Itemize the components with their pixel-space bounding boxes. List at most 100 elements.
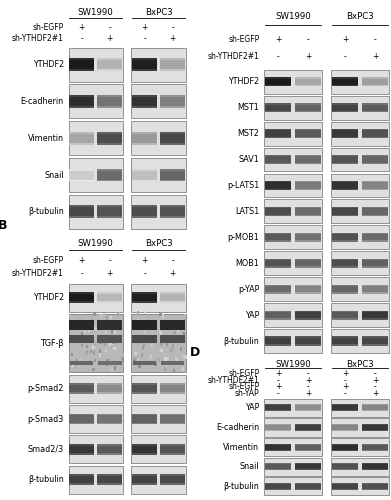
Bar [132, 69, 157, 71]
Bar [332, 424, 358, 431]
Bar [132, 95, 157, 97]
Bar [332, 207, 358, 216]
Bar [132, 335, 157, 343]
Bar [97, 95, 122, 97]
Bar [132, 320, 157, 330]
Bar [332, 336, 358, 338]
Bar [69, 168, 94, 170]
Bar [109, 342, 111, 346]
Bar [107, 364, 109, 368]
Text: sh-EGFP: sh-EGFP [228, 36, 259, 44]
Bar [163, 336, 165, 340]
Bar [151, 344, 152, 348]
Bar [295, 233, 321, 242]
Bar [69, 216, 94, 218]
Bar [295, 344, 321, 346]
Bar [160, 142, 185, 144]
Bar [136, 342, 139, 345]
Text: -: - [143, 269, 146, 278]
Bar [295, 404, 321, 406]
Bar [265, 85, 292, 86]
Text: -: - [80, 269, 83, 278]
Bar [295, 240, 321, 242]
Text: β-tubulin: β-tubulin [224, 482, 259, 491]
Bar [265, 310, 292, 312]
Bar [71, 353, 73, 356]
Bar [173, 328, 176, 332]
Bar [160, 484, 185, 485]
Bar [265, 483, 292, 484]
Text: β-tubulin: β-tubulin [224, 336, 259, 345]
Bar [170, 348, 172, 352]
Text: +: + [372, 52, 378, 62]
Bar [70, 360, 93, 366]
Bar [332, 233, 358, 234]
Bar [332, 188, 358, 190]
Bar [106, 316, 108, 320]
Bar [131, 374, 186, 402]
Bar [111, 330, 113, 334]
Bar [265, 310, 292, 320]
Bar [105, 340, 107, 344]
Bar [86, 344, 88, 348]
Bar [161, 360, 185, 366]
Bar [79, 327, 81, 330]
Bar [265, 469, 292, 470]
Bar [69, 444, 94, 454]
Bar [132, 142, 157, 144]
Bar [331, 399, 389, 417]
Bar [265, 181, 292, 182]
Text: SAV1: SAV1 [239, 155, 259, 164]
Bar [111, 324, 113, 327]
Bar [80, 320, 83, 324]
Bar [265, 424, 292, 425]
Bar [332, 155, 358, 164]
Bar [362, 85, 388, 86]
Bar [264, 303, 322, 327]
Bar [332, 77, 358, 86]
Bar [331, 70, 389, 94]
Text: MST1: MST1 [238, 103, 259, 112]
Bar [164, 367, 166, 370]
Bar [110, 326, 112, 330]
Bar [97, 484, 122, 485]
Bar [105, 332, 107, 336]
Bar [332, 344, 358, 346]
Bar [181, 336, 183, 340]
Bar [69, 444, 94, 446]
Text: sh-YTHDF2#1: sh-YTHDF2#1 [208, 376, 259, 384]
Bar [264, 329, 322, 353]
Bar [362, 404, 388, 406]
Bar [178, 322, 180, 325]
Text: -: - [80, 34, 83, 43]
Bar [132, 444, 157, 454]
Text: -: - [374, 382, 377, 392]
Bar [84, 360, 86, 364]
Text: +: + [342, 36, 348, 44]
Bar [121, 354, 124, 357]
Bar [104, 330, 107, 334]
Text: +: + [141, 23, 148, 32]
Bar [172, 338, 174, 341]
Text: -: - [171, 23, 174, 32]
Bar [119, 328, 121, 332]
Text: +: + [305, 52, 312, 62]
Bar [150, 355, 152, 358]
Bar [69, 206, 94, 218]
Bar [132, 292, 157, 294]
Bar [332, 310, 358, 320]
Bar [160, 392, 185, 394]
Bar [160, 474, 185, 485]
Bar [362, 258, 388, 260]
Bar [173, 368, 175, 372]
Bar [68, 314, 123, 372]
Bar [160, 335, 185, 343]
Bar [68, 436, 123, 464]
Bar [264, 478, 322, 496]
Bar [69, 292, 94, 294]
Bar [69, 292, 94, 303]
Bar [332, 181, 358, 182]
Bar [94, 340, 97, 344]
Bar [176, 331, 178, 334]
Bar [331, 438, 389, 456]
